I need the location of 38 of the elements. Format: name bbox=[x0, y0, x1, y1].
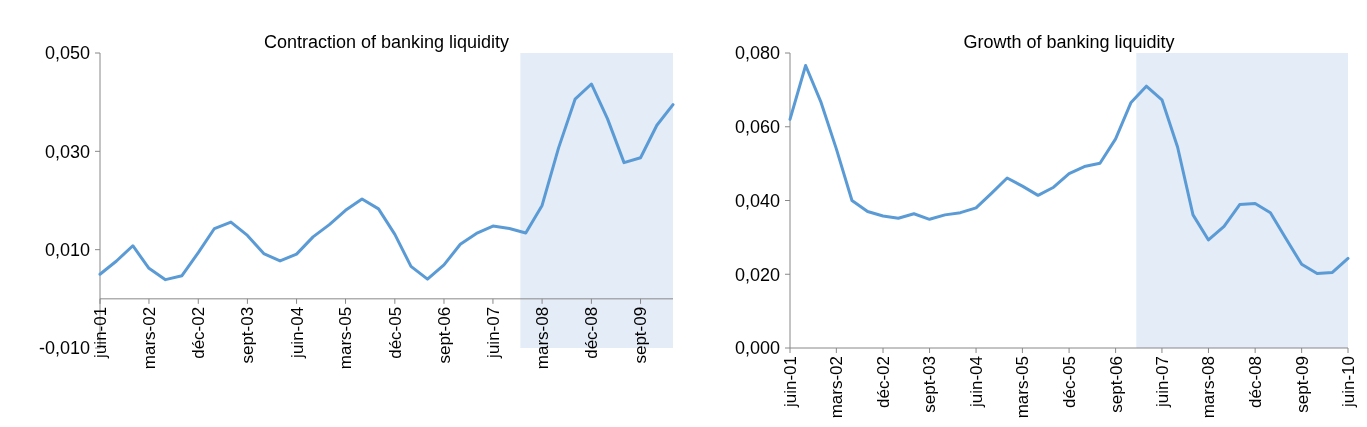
x-tick-label: juin-07 bbox=[483, 306, 503, 359]
x-tick-label: juin-10 bbox=[1338, 356, 1358, 409]
x-tick-label: juin-01 bbox=[780, 356, 800, 409]
x-tick-label: déc-05 bbox=[385, 306, 405, 359]
x-tick-label: déc-08 bbox=[1246, 356, 1266, 408]
y-tick-label: 0,050 bbox=[44, 43, 90, 64]
y-tick-label: 0,080 bbox=[734, 43, 780, 64]
x-tick-label: mars-08 bbox=[1199, 356, 1219, 419]
x-tick-label: mars-02 bbox=[827, 356, 847, 419]
x-tick-label: sept-03 bbox=[238, 306, 258, 364]
x-tick-label: juin-01 bbox=[90, 306, 110, 359]
chart-title: Growth of banking liquidity bbox=[963, 32, 1175, 52]
x-tick-label: mars-05 bbox=[336, 306, 356, 370]
line-series bbox=[98, 82, 675, 282]
x-tick-label: déc-02 bbox=[189, 306, 209, 359]
x-tick-label: sept-06 bbox=[434, 306, 454, 364]
y-tick-label: 0,030 bbox=[44, 141, 90, 162]
x-tick-label: sept-03 bbox=[920, 356, 940, 413]
chart-title: Contraction of banking liquidity bbox=[263, 32, 510, 52]
y-tick-label: 0,060 bbox=[734, 117, 780, 138]
x-tick-label: déc-05 bbox=[1060, 356, 1080, 408]
x-tick-label: juin-04 bbox=[287, 306, 307, 359]
x-tick-label: déc-08 bbox=[582, 306, 602, 359]
x-tick-label: déc-02 bbox=[873, 356, 893, 408]
x-tick-label: sept-09 bbox=[1292, 356, 1312, 413]
line-series bbox=[788, 64, 1350, 276]
y-tick-label: 0,010 bbox=[44, 239, 90, 260]
x-tick-label: sept-09 bbox=[631, 306, 651, 364]
x-tick-label: mars-05 bbox=[1013, 356, 1033, 419]
y-tick-label: 0,020 bbox=[734, 264, 780, 285]
x-tick-label: mars-02 bbox=[139, 306, 159, 370]
y-tick-label: -0,010 bbox=[38, 338, 90, 359]
x-tick-label: juin-04 bbox=[967, 356, 987, 409]
x-tick-label: sept-06 bbox=[1106, 356, 1126, 413]
x-tick-label: mars-08 bbox=[533, 306, 553, 370]
y-tick-label: 0,000 bbox=[734, 338, 780, 359]
y-tick-label: 0,040 bbox=[734, 190, 780, 211]
x-tick-label: juin-07 bbox=[1152, 356, 1172, 409]
